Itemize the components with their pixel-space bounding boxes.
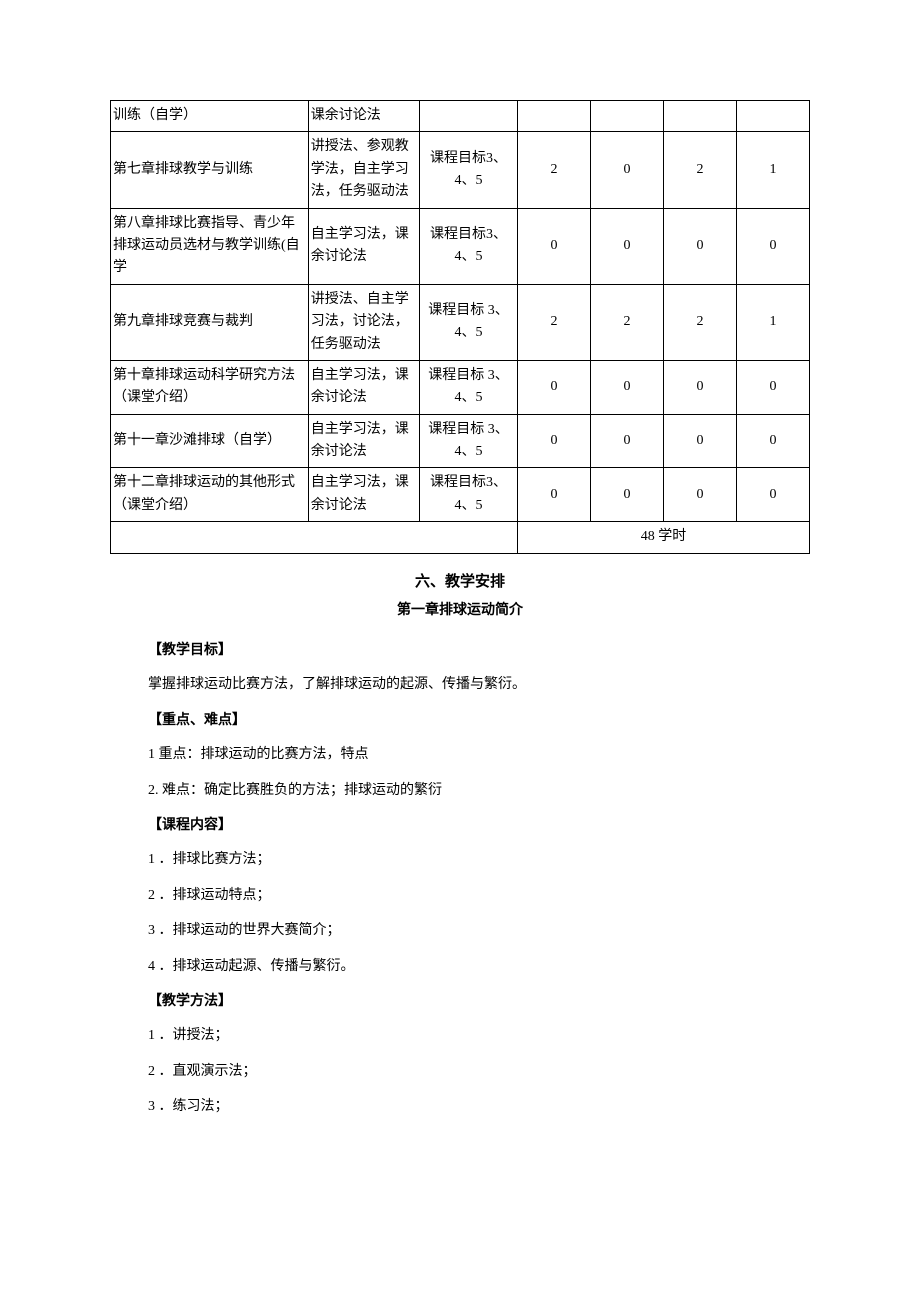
cell-total-blank [111, 522, 518, 553]
cell-method: 自主学习法，课余讨论法 [308, 468, 419, 522]
cell-n2: 2 [590, 284, 663, 360]
cell-method: 课余讨论法 [308, 101, 419, 132]
cell-goal [420, 101, 518, 132]
method-item: 2 ．直观演示法； [148, 1057, 810, 1086]
cell-n3: 0 [663, 468, 736, 522]
cell-chapter: 第七章排球教学与训练 [111, 132, 309, 208]
cell-n1: 2 [518, 132, 591, 208]
cell-chapter: 第十一章沙滩排球（自学） [111, 414, 309, 468]
cell-n3: 2 [663, 284, 736, 360]
cell-n1 [518, 101, 591, 132]
content-item: 1 ．排球比赛方法； [148, 845, 810, 874]
content-item: 2 ．排球运动特点； [148, 881, 810, 910]
cell-n1: 0 [518, 360, 591, 414]
content-heading: 【课程内容】 [148, 815, 810, 837]
cell-chapter: 第十二章排球运动的其他形式（课堂介绍） [111, 468, 309, 522]
method-heading: 【教学方法】 [148, 991, 810, 1013]
cell-n1: 0 [518, 468, 591, 522]
keypoint-item: 1 重点：排球运动的比赛方法，特点 [148, 740, 810, 769]
cell-n4: 1 [736, 284, 809, 360]
table-row: 第七章排球教学与训练 讲授法、参观教学法，自主学习法，任务驱动法 课程目标3、4… [111, 132, 810, 208]
table-row: 第十章排球运动科学研究方法（课堂介绍） 自主学习法，课余讨论法 课程目标 3、4… [111, 360, 810, 414]
cell-goal: 课程目标 3、4、5 [420, 414, 518, 468]
cell-n4: 0 [736, 360, 809, 414]
keypoint-heading: 【重点、难点】 [148, 710, 810, 732]
cell-n3: 0 [663, 208, 736, 284]
section-heading: 六、教学安排 [110, 570, 810, 594]
cell-n3: 0 [663, 414, 736, 468]
cell-n4: 0 [736, 414, 809, 468]
cell-method: 讲授法、自主学习法，讨论法，任务驱动法 [308, 284, 419, 360]
cell-chapter: 第八章排球比赛指导、青少年排球运动员选材与教学训练(自学 [111, 208, 309, 284]
cell-method: 自主学习法，课余讨论法 [308, 360, 419, 414]
cell-total-hours: 48 学时 [518, 522, 810, 553]
content-item: 3 ．排球运动的世界大赛简介； [148, 916, 810, 945]
teaching-goal-heading: 【教学目标】 [148, 640, 810, 662]
cell-n1: 0 [518, 208, 591, 284]
cell-n4: 0 [736, 208, 809, 284]
cell-goal: 课程目标3、4、5 [420, 468, 518, 522]
table-total-row: 48 学时 [111, 522, 810, 553]
teaching-goal-text: 掌握排球运动比赛方法，了解排球运动的起源、传播与繁衍。 [148, 670, 810, 699]
content-item: 4 ．排球运动起源、传播与繁衍。 [148, 952, 810, 981]
cell-n2: 0 [590, 360, 663, 414]
cell-method: 自主学习法，课余讨论法 [308, 414, 419, 468]
cell-n3: 0 [663, 360, 736, 414]
table-row: 第八章排球比赛指导、青少年排球运动员选材与教学训练(自学 自主学习法，课余讨论法… [111, 208, 810, 284]
cell-n2: 0 [590, 132, 663, 208]
cell-n2: 0 [590, 414, 663, 468]
keypoint-item: 2. 难点：确定比赛胜负的方法；排球运动的繁衍 [148, 776, 810, 805]
method-item: 1 ．讲授法； [148, 1021, 810, 1050]
cell-chapter: 第九章排球竞赛与裁判 [111, 284, 309, 360]
table-row: 第九章排球竞赛与裁判 讲授法、自主学习法，讨论法，任务驱动法 课程目标 3、4、… [111, 284, 810, 360]
cell-n2: 0 [590, 208, 663, 284]
table-row: 第十一章沙滩排球（自学） 自主学习法，课余讨论法 课程目标 3、4、5 0 0 … [111, 414, 810, 468]
cell-method: 自主学习法，课余讨论法 [308, 208, 419, 284]
table-row: 第十二章排球运动的其他形式（课堂介绍） 自主学习法，课余讨论法 课程目标3、4、… [111, 468, 810, 522]
method-item: 3 ．练习法； [148, 1092, 810, 1121]
cell-n4: 1 [736, 132, 809, 208]
cell-goal: 课程目标3、4、5 [420, 208, 518, 284]
cell-n4: 0 [736, 468, 809, 522]
cell-n2: 0 [590, 468, 663, 522]
table-row: 训练（自学） 课余讨论法 [111, 101, 810, 132]
cell-n3: 2 [663, 132, 736, 208]
cell-n4 [736, 101, 809, 132]
cell-goal: 课程目标 3、4、5 [420, 360, 518, 414]
cell-n1: 2 [518, 284, 591, 360]
cell-chapter: 训练（自学） [111, 101, 309, 132]
cell-goal: 课程目标 3、4、5 [420, 284, 518, 360]
cell-chapter: 第十章排球运动科学研究方法（课堂介绍） [111, 360, 309, 414]
cell-n2 [590, 101, 663, 132]
chapter-heading: 第一章排球运动简介 [110, 600, 810, 622]
cell-goal: 课程目标3、4、5 [420, 132, 518, 208]
cell-n1: 0 [518, 414, 591, 468]
curriculum-table: 训练（自学） 课余讨论法 第七章排球教学与训练 讲授法、参观教学法，自主学习法，… [110, 100, 810, 554]
cell-n3 [663, 101, 736, 132]
cell-method: 讲授法、参观教学法，自主学习法，任务驱动法 [308, 132, 419, 208]
